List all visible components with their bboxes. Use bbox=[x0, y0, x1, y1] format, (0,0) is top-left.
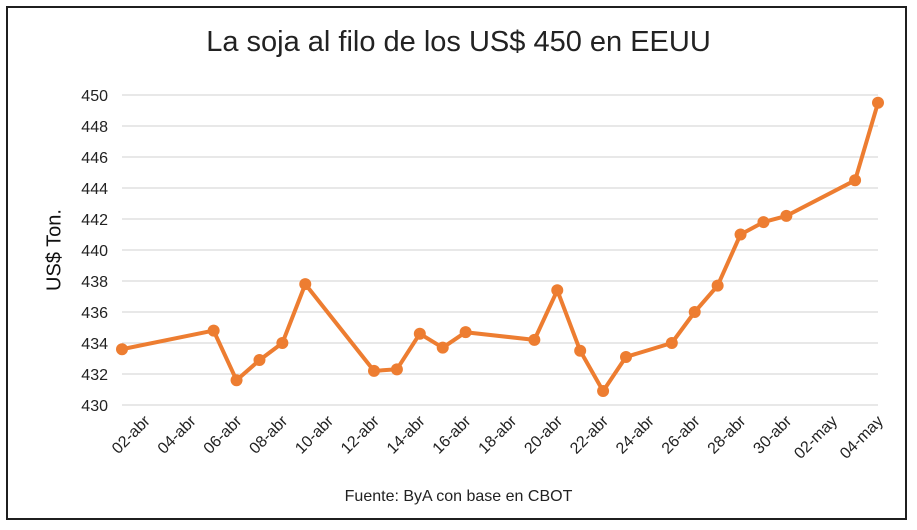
data-point bbox=[459, 326, 472, 339]
x-tick-label: 24-abr bbox=[613, 412, 658, 457]
data-point bbox=[665, 337, 678, 349]
x-tick-label: 08-abr bbox=[246, 412, 291, 457]
y-tick-label: 440 bbox=[81, 243, 108, 260]
chart-frame bbox=[6, 6, 907, 520]
chart-title: La soja al filo de los US$ 450 en EEUU bbox=[206, 26, 711, 58]
data-point bbox=[780, 209, 793, 222]
y-tick-label: 446 bbox=[81, 150, 108, 167]
x-tick-label: 16-abr bbox=[430, 412, 475, 457]
data-point bbox=[390, 363, 403, 376]
y-tick-label: 442 bbox=[81, 212, 108, 229]
x-tick-label: 22-abr bbox=[567, 412, 612, 457]
y-tick-label: 434 bbox=[81, 336, 108, 353]
data-point bbox=[436, 341, 449, 354]
x-tick-labels: 02-abr 04-abr 06-abr 08-abr 10-abr 12-abr 14-a… bbox=[109, 412, 887, 462]
y-tick-label: 436 bbox=[81, 305, 108, 322]
data-point bbox=[711, 279, 724, 292]
x-tick-label: 10-abr bbox=[292, 412, 337, 457]
y-tick-label: 430 bbox=[81, 398, 108, 415]
y-tick-labels: 430 432 434 436 438 440 442 444 446 448 450 bbox=[81, 88, 108, 415]
x-tick-label: 04-abr bbox=[155, 412, 200, 457]
data-point bbox=[299, 278, 312, 291]
data-point bbox=[872, 96, 884, 109]
data-point bbox=[276, 337, 289, 349]
data-point bbox=[620, 350, 632, 363]
x-tick-label: 02-may bbox=[791, 413, 841, 463]
data-point bbox=[528, 333, 541, 346]
x-tick-label: 04-may bbox=[837, 413, 887, 463]
x-tick-label: 30-abr bbox=[750, 412, 795, 457]
gridlines bbox=[122, 94, 878, 406]
data-point bbox=[734, 228, 747, 241]
data-point bbox=[253, 354, 266, 367]
data-point bbox=[551, 284, 564, 297]
y-tick-label: 438 bbox=[81, 274, 108, 291]
data-point bbox=[207, 324, 220, 337]
x-tick-label: 26-abr bbox=[659, 412, 704, 457]
data-point bbox=[413, 327, 426, 340]
data-point bbox=[757, 216, 770, 229]
series-line bbox=[121, 102, 880, 394]
x-tick-label: 06-abr bbox=[201, 412, 246, 457]
y-tick-label: 432 bbox=[81, 367, 108, 384]
data-point bbox=[849, 174, 862, 187]
series-layer bbox=[116, 96, 884, 398]
data-point bbox=[116, 343, 128, 356]
x-tick-label: 28-abr bbox=[705, 412, 750, 457]
data-point bbox=[597, 385, 610, 398]
data-point bbox=[688, 306, 701, 318]
data-point bbox=[368, 364, 380, 377]
data-point bbox=[230, 374, 243, 387]
x-tick-label: 14-abr bbox=[384, 412, 429, 457]
x-tick-label: 20-abr bbox=[521, 412, 566, 457]
x-tick-label: 12-abr bbox=[338, 412, 383, 457]
data-point bbox=[574, 344, 587, 357]
y-tick-label: 444 bbox=[81, 181, 108, 198]
y-tick-label: 448 bbox=[81, 119, 108, 136]
y-tick-label: 450 bbox=[81, 88, 108, 105]
x-tick-label: 18-abr bbox=[476, 412, 521, 457]
x-tick-label: 02-abr bbox=[109, 412, 154, 457]
source-note: Fuente: ByA con base en CBOT bbox=[344, 488, 573, 505]
